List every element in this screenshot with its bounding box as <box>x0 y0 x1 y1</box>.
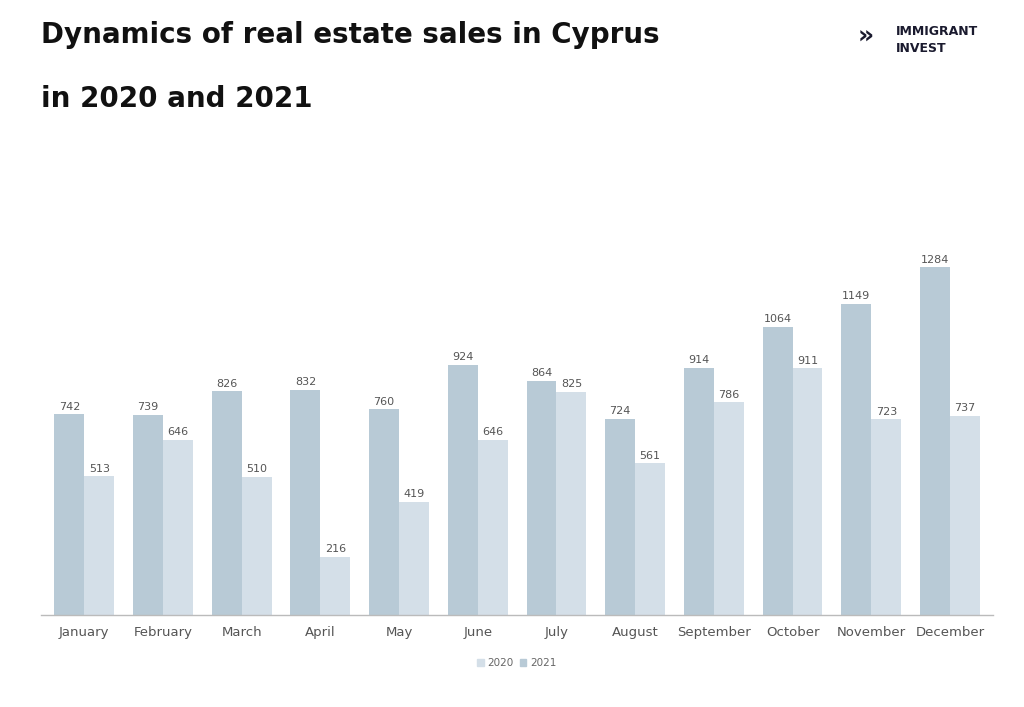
Text: 825: 825 <box>561 379 582 389</box>
Text: 646: 646 <box>167 428 188 438</box>
Bar <box>684 368 714 615</box>
Bar <box>399 502 429 615</box>
Text: 1149: 1149 <box>842 291 870 301</box>
Text: 419: 419 <box>403 489 425 499</box>
Bar <box>84 477 114 615</box>
Text: »: » <box>857 25 873 49</box>
Text: 826: 826 <box>216 379 238 389</box>
Text: in 2020 and 2021: in 2020 and 2021 <box>41 85 312 113</box>
Bar <box>635 463 665 615</box>
Text: IMMIGRANT
INVEST: IMMIGRANT INVEST <box>896 25 978 54</box>
Text: 723: 723 <box>876 407 897 416</box>
Text: 1284: 1284 <box>921 255 949 265</box>
Text: 864: 864 <box>530 368 552 378</box>
Text: 786: 786 <box>718 390 739 399</box>
Bar <box>242 477 271 615</box>
Text: 760: 760 <box>374 397 394 407</box>
Bar <box>54 414 84 615</box>
Bar <box>291 390 321 615</box>
Bar <box>526 381 556 615</box>
Bar <box>950 416 980 615</box>
Bar <box>793 368 822 615</box>
Bar <box>163 440 193 615</box>
Text: 742: 742 <box>58 402 80 411</box>
Text: Dynamics of real estate sales in Cyprus: Dynamics of real estate sales in Cyprus <box>41 21 659 49</box>
Text: 513: 513 <box>89 464 110 474</box>
Legend: 2020, 2021: 2020, 2021 <box>473 654 561 672</box>
Bar <box>871 419 901 615</box>
Text: 561: 561 <box>640 450 660 460</box>
Text: 739: 739 <box>137 402 159 412</box>
Bar <box>842 304 871 615</box>
Bar <box>763 327 793 615</box>
Bar <box>447 365 478 615</box>
Bar <box>212 392 242 615</box>
Text: 911: 911 <box>797 356 818 366</box>
Bar <box>133 415 163 615</box>
Bar <box>370 409 399 615</box>
Bar <box>605 419 635 615</box>
Text: 724: 724 <box>609 407 631 416</box>
Text: 914: 914 <box>688 355 710 365</box>
Text: 832: 832 <box>295 377 316 387</box>
Text: 1064: 1064 <box>764 315 792 325</box>
Bar <box>921 267 950 615</box>
Bar <box>714 402 743 615</box>
Text: 924: 924 <box>453 352 473 362</box>
Bar <box>321 556 350 615</box>
Text: 510: 510 <box>246 464 267 474</box>
Bar <box>556 392 587 615</box>
Bar <box>478 440 508 615</box>
Text: 737: 737 <box>954 403 976 413</box>
Text: 646: 646 <box>482 428 503 438</box>
Text: 216: 216 <box>325 544 346 554</box>
